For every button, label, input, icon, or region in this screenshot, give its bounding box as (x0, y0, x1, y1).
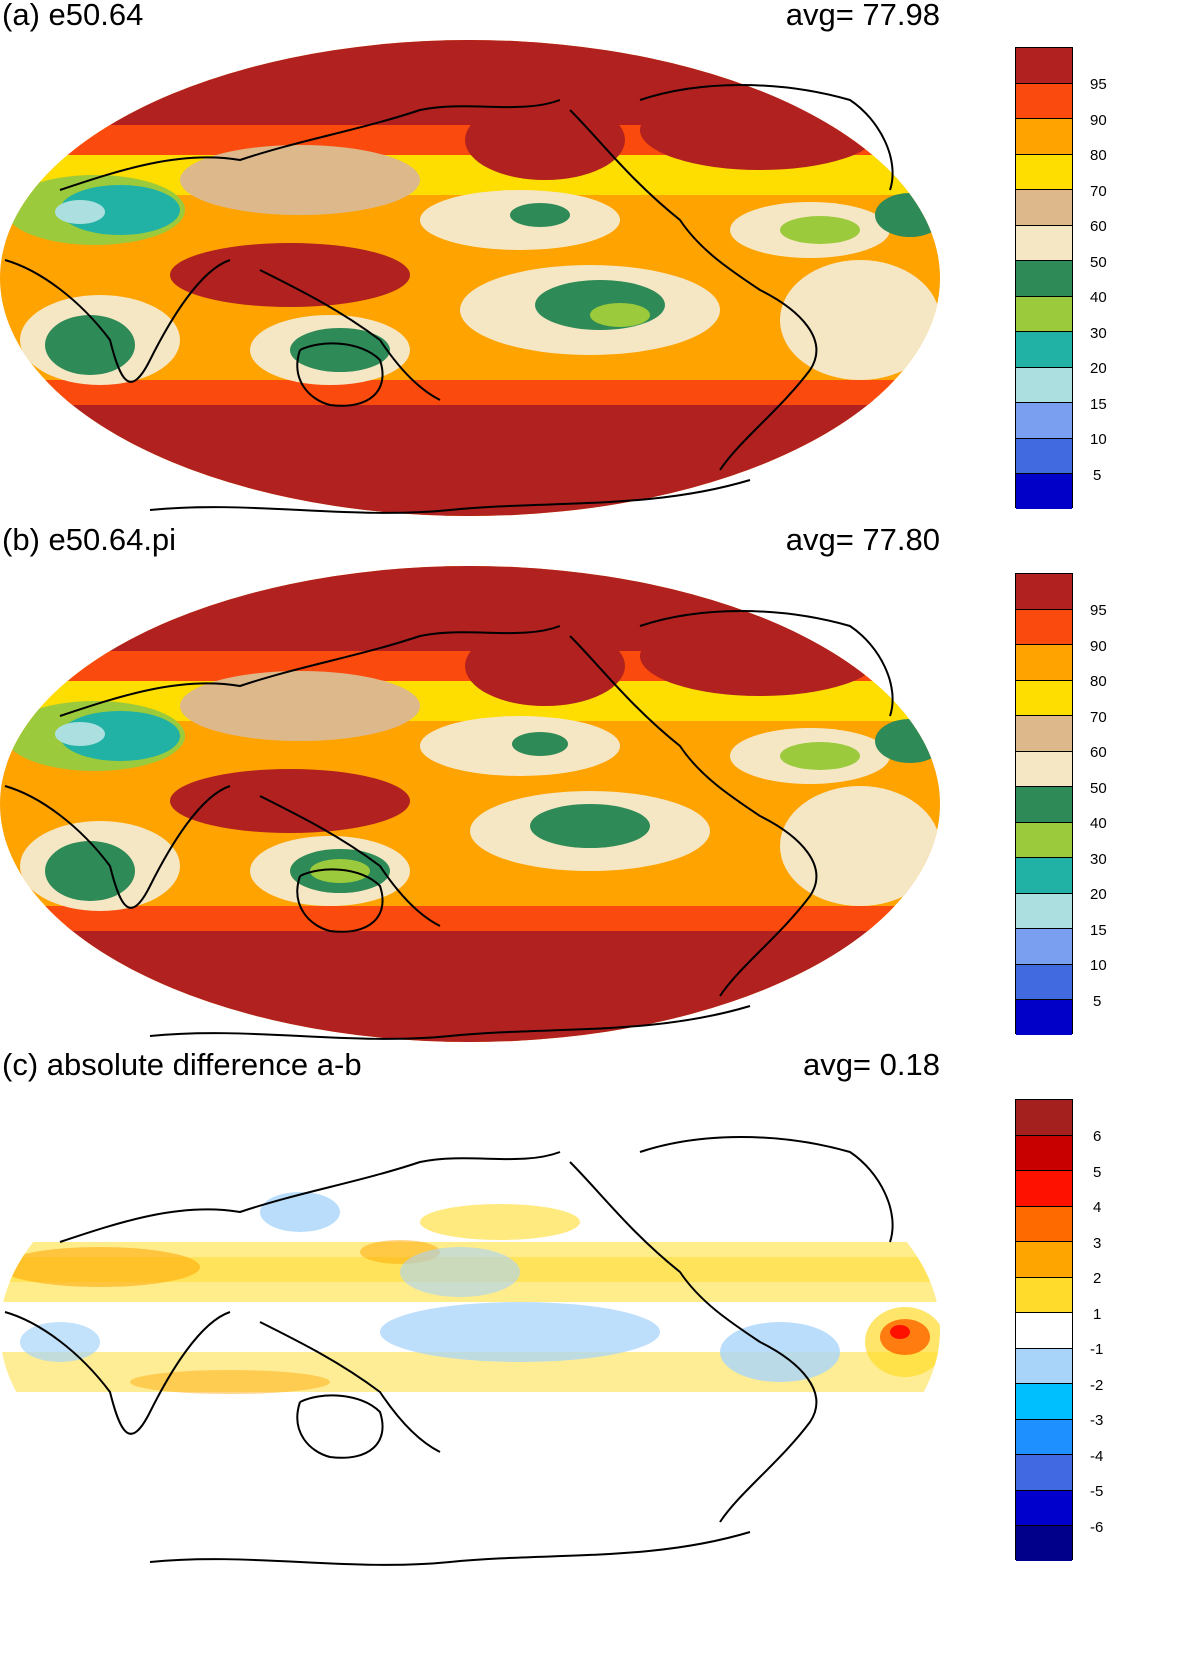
colorbar-seg (1016, 83, 1072, 119)
panel-b-title: (b) e50.64.pi (2, 522, 177, 557)
colorbar-tick: 1 (1093, 1306, 1102, 1323)
colorbar-tick: 95 (1090, 76, 1107, 93)
colorbar-seg (1016, 1490, 1072, 1526)
panel-a-colorbar (1015, 47, 1073, 509)
colorbar-seg (1016, 225, 1072, 261)
colorbar-seg (1016, 1000, 1072, 1035)
colorbar-seg (1016, 964, 1072, 1000)
colorbar-seg (1016, 858, 1072, 894)
panel-b-field (0, 566, 940, 1042)
colorbar-tick: 40 (1090, 289, 1107, 306)
colorbar-seg (1016, 1455, 1072, 1491)
colorbar-seg (1016, 367, 1072, 403)
colorbar-seg (1016, 1206, 1072, 1242)
colorbar-seg (1016, 190, 1072, 226)
panel-a-map (0, 40, 940, 516)
colorbar-seg (1016, 574, 1072, 610)
colorbar-seg (1016, 296, 1072, 332)
colorbar-tick: 6 (1093, 1128, 1102, 1145)
panel-c-map (0, 1092, 940, 1568)
colorbar-tick: 90 (1090, 112, 1107, 129)
colorbar-seg (1016, 680, 1072, 716)
colorbar-seg (1016, 119, 1072, 155)
panel-c-avg: avg= 0.18 (802, 1047, 940, 1082)
colorbar-seg (1016, 787, 1072, 823)
colorbar-tick: -5 (1090, 1483, 1104, 1500)
colorbar-tick: 15 (1090, 922, 1107, 939)
colorbar-seg (1016, 474, 1072, 509)
colorbar-tick: 90 (1090, 638, 1107, 655)
colorbar-tick: 5 (1093, 1164, 1102, 1181)
panel-b-coastlines (4, 610, 894, 1040)
colorbar-seg (1016, 438, 1072, 474)
colorbar-tick: -6 (1090, 1519, 1104, 1536)
panel-b-colorbar (1015, 573, 1073, 1035)
colorbar-tick: 4 (1093, 1199, 1102, 1216)
colorbar-seg (1016, 1384, 1072, 1420)
panel-a-coastlines (4, 84, 894, 514)
colorbar-tick: -3 (1090, 1412, 1104, 1429)
panel-a-avg: avg= 77.98 (785, 0, 940, 32)
colorbar-seg (1016, 645, 1072, 681)
colorbar-tick: -1 (1090, 1341, 1104, 1358)
colorbar-tick: 70 (1090, 183, 1107, 200)
colorbar-tick: 80 (1090, 673, 1107, 690)
colorbar-tick: 80 (1090, 147, 1107, 164)
colorbar-seg (1016, 1526, 1072, 1561)
colorbar-seg (1016, 893, 1072, 929)
colorbar-seg (1016, 154, 1072, 190)
colorbar-seg (1016, 332, 1072, 368)
colorbar-seg (1016, 822, 1072, 858)
colorbar-seg (1016, 403, 1072, 439)
colorbar-tick: 15 (1090, 396, 1107, 413)
colorbar-tick: 50 (1090, 254, 1107, 271)
colorbar-seg (1016, 751, 1072, 787)
panel-a-field (0, 40, 940, 516)
colorbar-tick: 20 (1090, 886, 1107, 903)
colorbar-tick: 60 (1090, 218, 1107, 235)
panel-c-title: (c) absolute difference a-b (2, 1047, 362, 1082)
colorbar-tick: 50 (1090, 780, 1107, 797)
colorbar-tick: 3 (1093, 1235, 1102, 1252)
colorbar-seg (1016, 1100, 1072, 1136)
colorbar-seg (1016, 929, 1072, 965)
panel-c-coastlines (4, 1136, 894, 1566)
colorbar-tick: 70 (1090, 709, 1107, 726)
colorbar-tick: 5 (1093, 993, 1102, 1010)
colorbar-tick: -2 (1090, 1377, 1104, 1394)
colorbar-seg (1016, 48, 1072, 84)
colorbar-seg (1016, 1277, 1072, 1313)
panel-b-avg: avg= 77.80 (785, 522, 940, 557)
colorbar-seg (1016, 1171, 1072, 1207)
panel-b-map (0, 566, 940, 1042)
colorbar-tick: 5 (1093, 467, 1102, 484)
colorbar-seg (1016, 716, 1072, 752)
colorbar-seg (1016, 1313, 1072, 1349)
colorbar-tick: 95 (1090, 602, 1107, 619)
colorbar-tick: 2 (1093, 1270, 1102, 1287)
panel-c-field (0, 1092, 940, 1568)
colorbar-tick: 30 (1090, 851, 1107, 868)
colorbar-seg (1016, 609, 1072, 645)
colorbar-seg (1016, 261, 1072, 297)
colorbar-tick: 10 (1090, 957, 1107, 974)
colorbar-seg (1016, 1242, 1072, 1278)
panel-c-colorbar (1015, 1099, 1073, 1561)
colorbar-tick: 10 (1090, 431, 1107, 448)
colorbar-seg (1016, 1348, 1072, 1384)
panel-a-title: (a) e50.64 (2, 0, 144, 32)
colorbar-tick: -4 (1090, 1448, 1104, 1465)
colorbar-tick: 60 (1090, 744, 1107, 761)
colorbar-seg (1016, 1419, 1072, 1455)
colorbar-seg (1016, 1135, 1072, 1171)
colorbar-tick: 30 (1090, 325, 1107, 342)
colorbar-tick: 20 (1090, 360, 1107, 377)
colorbar-tick: 40 (1090, 815, 1107, 832)
